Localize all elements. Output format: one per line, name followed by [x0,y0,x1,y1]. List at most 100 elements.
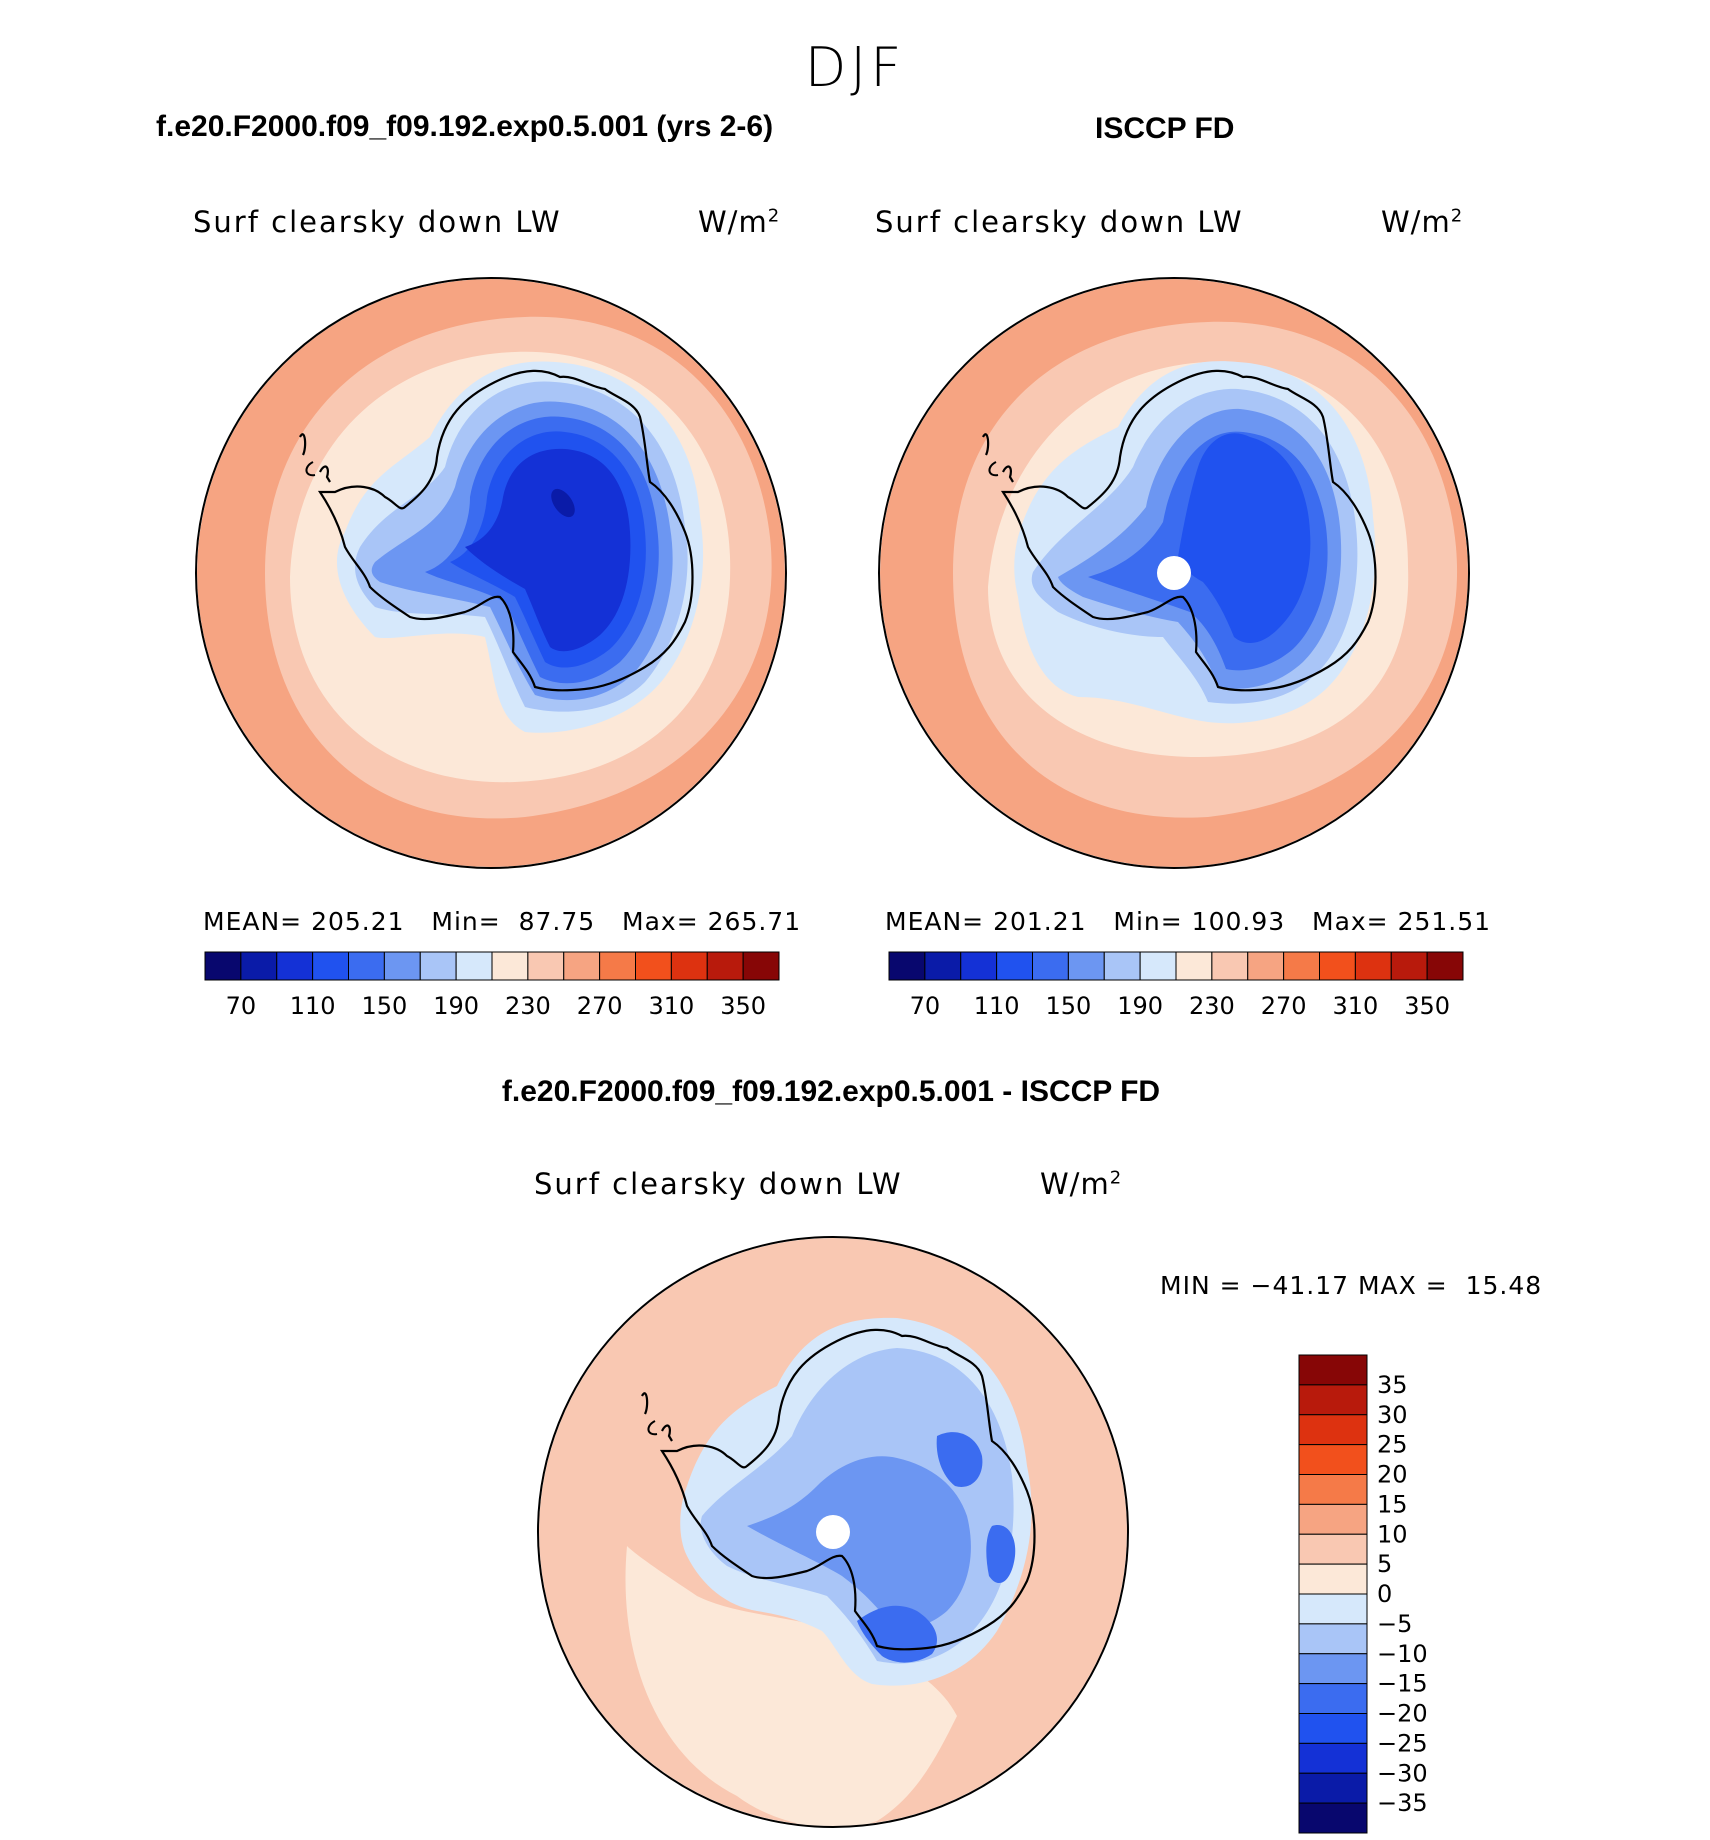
diff-colorbar-cell [1298,1593,1368,1625]
obs-band-7 [1178,433,1311,643]
diff-variable-label: Surf clearsky down LW [534,1167,903,1201]
obs-colorbar-cell [1354,951,1392,981]
obs-colorbar-cell [1319,951,1356,981]
obs-colorbar: 70 110 150 190 230 270 310 350 [888,951,1464,1020]
obs-colorbar-labels: 70 110 150 190 230 270 310 350 [910,992,1450,1020]
obs-colorbar-cell [1211,951,1249,981]
obs-colorbar-tick-label: 230 [1189,992,1235,1020]
diff-colorbar-cell [1298,1414,1368,1446]
model-colorbar-tick-label: 190 [433,992,479,1020]
obs-colorbar-tick-label: 310 [1332,992,1378,1020]
diff-band-4 [747,1456,971,1629]
model-colorbar-cell [204,951,242,981]
diff-polar-map [537,1236,1129,1828]
model-colorbar-cell [240,951,278,981]
diff-band-1 [625,1546,957,1826]
diff-map-border [537,1236,1129,1828]
obs-colorbar-cell [960,951,998,981]
model-colorbar-cell [742,951,780,981]
obs-stats: MEAN= 201.21 Min= 100.93 Max= 251.51 [885,907,1492,936]
obs-pole-hole [1157,556,1191,590]
diff-island-outline [647,1420,658,1436]
model-colorbar-cell [706,951,744,981]
diff-colorbar-cell [1298,1533,1368,1565]
model-colorbar-cell [276,951,314,981]
obs-field-layer [880,279,1468,867]
model-colorbar: 70 110 150 190 230 270 310 350 [204,951,780,1020]
model-colorbar-cell [348,951,385,981]
model-colorbar-cell [635,951,672,981]
diff-colorbar-cell [1298,1742,1368,1774]
diff-colorbar-tick-label: 30 [1377,1401,1408,1429]
obs-colorbar-cell [1103,951,1141,981]
model-colorbar-labels: 70 110 150 190 230 270 310 350 [226,992,766,1020]
model-colorbar-tick-label: 310 [648,992,694,1020]
diff-colorbar-tick-label: −15 [1377,1670,1428,1698]
model-colorbar-cell [455,951,493,981]
obs-case-title: ISCCP FD [1095,112,1235,145]
diff-colorbar-tick-label: 15 [1377,1490,1408,1518]
model-units-label: W/m2 [698,205,781,239]
model-min-spot [551,488,575,518]
diff-stats: MIN = −41.17 MAX = 15.48 [1160,1271,1543,1300]
diff-colorbar-tick-label: 0 [1377,1580,1392,1608]
model-colorbar-cell [312,951,349,981]
obs-colorbar-cell [888,951,926,981]
obs-colorbar-cell [1426,951,1464,981]
obs-colorbar-tick-label: 190 [1117,992,1163,1020]
diff-colorbar-tick-label: 25 [1377,1431,1408,1459]
model-field-layer [197,279,785,867]
diff-colorbar-cell [1298,1713,1368,1744]
model-colorbar-cell [491,951,529,981]
diff-colorbar-tick-label: −20 [1377,1700,1428,1728]
diff-colorbar-cell [1298,1623,1368,1655]
diff-colorbar-cell [1298,1444,1368,1475]
diff-colorbar-cell [1298,1474,1368,1505]
obs-colorbar-cell [1139,951,1177,981]
diff-colorbar-cell [1298,1384,1368,1416]
diff-colorbar-cell [1298,1503,1368,1535]
obs-colorbar-cell [1283,951,1320,981]
obs-colorbar-cells [888,951,1464,981]
diff-colorbar-cell [1298,1683,1368,1714]
diff-colorbar-tick-label: −10 [1377,1640,1428,1668]
model-island-outline [305,461,316,477]
obs-colorbar-cell [1032,951,1069,981]
diff-band-5b [936,1432,983,1487]
obs-map-border [878,277,1470,869]
season-title: DJF [804,36,906,99]
model-coastline [299,369,694,692]
model-colorbar-tick-label: 230 [505,992,551,1020]
obs-coastline [982,369,1377,692]
model-colorbar-cell [599,951,636,981]
model-colorbar-tick-label: 70 [226,992,257,1020]
model-colorbar-tick-label: 270 [577,992,623,1020]
obs-units-label: W/m2 [1381,205,1464,239]
diff-units-label: W/m2 [1040,1167,1123,1201]
model-colorbar-cell [527,951,565,981]
obs-polar-map [878,277,1470,869]
diff-colorbar-tick-label: 5 [1377,1550,1392,1578]
diff-colorbar-cell [1298,1772,1368,1804]
obs-colorbar-cell [1247,951,1285,981]
model-band-8 [465,448,631,652]
diff-coastline [641,1328,1036,1651]
diff-colorbar-tick-label: 20 [1377,1461,1408,1489]
diff-colorbar-tick-label: 35 [1377,1371,1408,1399]
obs-colorbar-cell [924,951,962,981]
obs-variable-label: Surf clearsky down LW [875,205,1244,239]
model-case-title: f.e20.F2000.f09_f09.192.exp0.5.001 (yrs … [156,110,774,143]
obs-colorbar-cell [1390,951,1428,981]
diff-colorbar-tick-label: −35 [1377,1789,1428,1817]
obs-colorbar-tick-label: 270 [1261,992,1307,1020]
obs-colorbar-tick-label: 150 [1045,992,1091,1020]
model-colorbar-cell [670,951,708,981]
obs-colorbar-cell [1175,951,1213,981]
model-map-border [195,277,787,869]
diff-colorbar-tick-label: −5 [1377,1610,1412,1638]
diff-colorbar-cell [1298,1354,1368,1386]
model-colorbar-cell [383,951,421,981]
diff-colorbar-cell [1298,1653,1368,1685]
